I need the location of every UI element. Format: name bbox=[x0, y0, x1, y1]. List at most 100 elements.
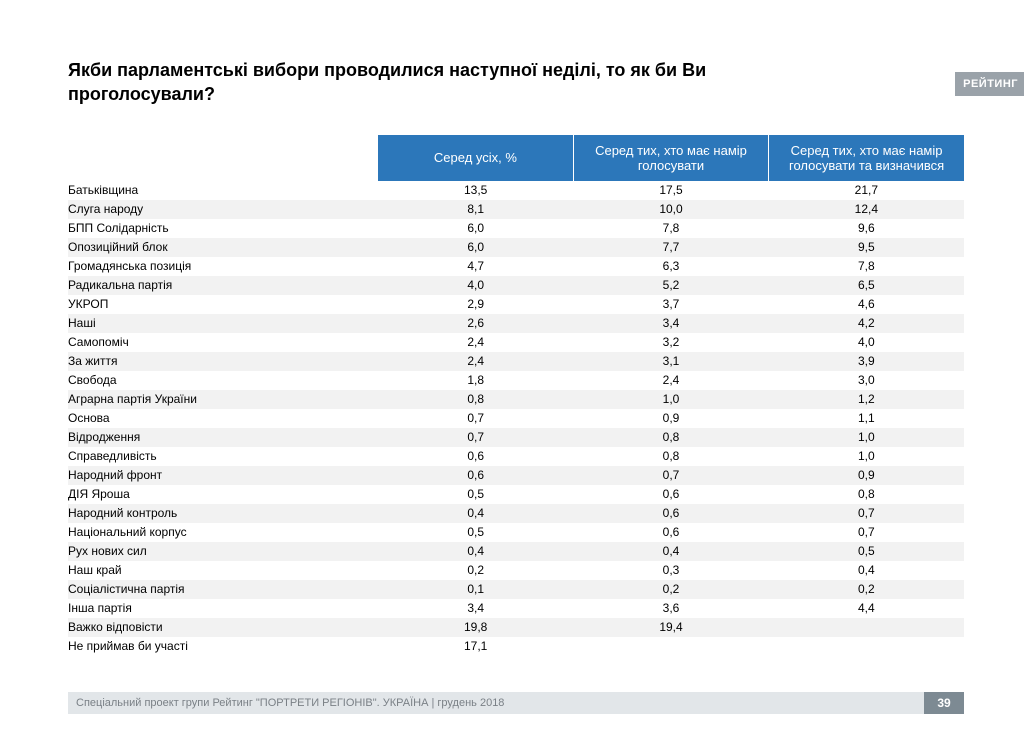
cell-value: 19,4 bbox=[573, 618, 768, 637]
cell-value: 3,2 bbox=[573, 333, 768, 352]
cell-value: 0,8 bbox=[573, 447, 768, 466]
table-row: Важко відповісти19,819,4 bbox=[68, 618, 964, 637]
cell-value: 4,6 bbox=[769, 295, 964, 314]
table-row: Аграрна партія України0,81,01,2 bbox=[68, 390, 964, 409]
row-label: Самопоміч bbox=[68, 333, 378, 352]
row-label: Важко відповісти bbox=[68, 618, 378, 637]
row-label: Основа bbox=[68, 409, 378, 428]
table-row: Свобода1,82,43,0 bbox=[68, 371, 964, 390]
cell-value: 0,4 bbox=[769, 561, 964, 580]
cell-value: 4,2 bbox=[769, 314, 964, 333]
cell-value: 2,6 bbox=[378, 314, 573, 333]
row-label: Рух нових сил bbox=[68, 542, 378, 561]
cell-value: 2,4 bbox=[573, 371, 768, 390]
table-row: ДІЯ Яроша0,50,60,8 bbox=[68, 485, 964, 504]
cell-value: 3,4 bbox=[378, 599, 573, 618]
cell-value: 0,6 bbox=[378, 466, 573, 485]
cell-value: 3,4 bbox=[573, 314, 768, 333]
cell-value: 1,0 bbox=[573, 390, 768, 409]
poll-results-table: Серед усіх, % Серед тих, хто має намір г… bbox=[68, 135, 964, 656]
table-header-empty bbox=[68, 135, 378, 181]
cell-value: 0,4 bbox=[573, 542, 768, 561]
table-row: Справедливість0,60,81,0 bbox=[68, 447, 964, 466]
table-row: Соціалістична партія0,10,20,2 bbox=[68, 580, 964, 599]
cell-value: 6,0 bbox=[378, 238, 573, 257]
row-label: Не приймав би участі bbox=[68, 637, 378, 656]
cell-value: 0,2 bbox=[573, 580, 768, 599]
row-label: Громадянська позиція bbox=[68, 257, 378, 276]
cell-value bbox=[769, 637, 964, 656]
cell-value: 0,2 bbox=[769, 580, 964, 599]
table-row: Слуга народу8,110,012,4 bbox=[68, 200, 964, 219]
cell-value: 17,1 bbox=[378, 637, 573, 656]
table-row: Радикальна партія4,05,26,5 bbox=[68, 276, 964, 295]
row-label: Батьківщина bbox=[68, 181, 378, 200]
cell-value: 8,1 bbox=[378, 200, 573, 219]
cell-value: 7,7 bbox=[573, 238, 768, 257]
cell-value: 7,8 bbox=[769, 257, 964, 276]
cell-value: 0,9 bbox=[573, 409, 768, 428]
cell-value: 0,1 bbox=[378, 580, 573, 599]
row-label: БПП Солідарність bbox=[68, 219, 378, 238]
cell-value: 10,0 bbox=[573, 200, 768, 219]
cell-value: 1,0 bbox=[769, 447, 964, 466]
cell-value: 0,7 bbox=[378, 428, 573, 447]
table-row: Рух нових сил0,40,40,5 bbox=[68, 542, 964, 561]
cell-value: 3,1 bbox=[573, 352, 768, 371]
cell-value: 2,4 bbox=[378, 333, 573, 352]
row-label: УКРОП bbox=[68, 295, 378, 314]
table-row: За життя2,43,13,9 bbox=[68, 352, 964, 371]
cell-value: 6,0 bbox=[378, 219, 573, 238]
cell-value: 0,3 bbox=[573, 561, 768, 580]
row-label: Народний фронт bbox=[68, 466, 378, 485]
cell-value: 0,7 bbox=[769, 504, 964, 523]
cell-value: 0,5 bbox=[769, 542, 964, 561]
cell-value: 7,8 bbox=[573, 219, 768, 238]
table-header-col3: Серед тих, хто має намір голосувати та в… bbox=[769, 135, 964, 181]
cell-value: 6,5 bbox=[769, 276, 964, 295]
cell-value: 0,5 bbox=[378, 523, 573, 542]
cell-value: 0,8 bbox=[769, 485, 964, 504]
cell-value bbox=[573, 637, 768, 656]
cell-value: 21,7 bbox=[769, 181, 964, 200]
table-row: Відродження0,70,81,0 bbox=[68, 428, 964, 447]
row-label: Наші bbox=[68, 314, 378, 333]
cell-value: 4,0 bbox=[378, 276, 573, 295]
cell-value: 1,2 bbox=[769, 390, 964, 409]
page-number: 39 bbox=[924, 692, 964, 714]
cell-value: 0,2 bbox=[378, 561, 573, 580]
cell-value: 1,0 bbox=[769, 428, 964, 447]
table-row: Не приймав би участі17,1 bbox=[68, 637, 964, 656]
row-label: Відродження bbox=[68, 428, 378, 447]
table-row: Самопоміч2,43,24,0 bbox=[68, 333, 964, 352]
table-body: Батьківщина13,517,521,7Слуга народу8,110… bbox=[68, 181, 964, 656]
table-header: Серед усіх, % Серед тих, хто має намір г… bbox=[68, 135, 964, 181]
cell-value: 5,2 bbox=[573, 276, 768, 295]
cell-value: 0,6 bbox=[573, 485, 768, 504]
cell-value: 0,7 bbox=[378, 409, 573, 428]
cell-value: 3,9 bbox=[769, 352, 964, 371]
cell-value: 1,1 bbox=[769, 409, 964, 428]
slide-page: Якби парламентські вибори проводилися на… bbox=[0, 0, 1024, 656]
row-label: За життя bbox=[68, 352, 378, 371]
cell-value: 0,5 bbox=[378, 485, 573, 504]
cell-value: 4,0 bbox=[769, 333, 964, 352]
row-label: Аграрна партія України bbox=[68, 390, 378, 409]
cell-value: 3,7 bbox=[573, 295, 768, 314]
cell-value: 0,9 bbox=[769, 466, 964, 485]
cell-value: 0,7 bbox=[573, 466, 768, 485]
cell-value: 6,3 bbox=[573, 257, 768, 276]
table-row: Основа0,70,91,1 bbox=[68, 409, 964, 428]
page-title: Якби парламентські вибори проводилися на… bbox=[68, 58, 768, 107]
row-label: Справедливість bbox=[68, 447, 378, 466]
cell-value: 0,8 bbox=[378, 390, 573, 409]
cell-value bbox=[769, 618, 964, 637]
cell-value: 4,7 bbox=[378, 257, 573, 276]
table-row: УКРОП2,93,74,6 bbox=[68, 295, 964, 314]
cell-value: 2,4 bbox=[378, 352, 573, 371]
table-row: Наш край0,20,30,4 bbox=[68, 561, 964, 580]
table-header-col1: Серед усіх, % bbox=[378, 135, 573, 181]
cell-value: 1,8 bbox=[378, 371, 573, 390]
cell-value: 0,4 bbox=[378, 542, 573, 561]
table-row: Громадянська позиція4,76,37,8 bbox=[68, 257, 964, 276]
